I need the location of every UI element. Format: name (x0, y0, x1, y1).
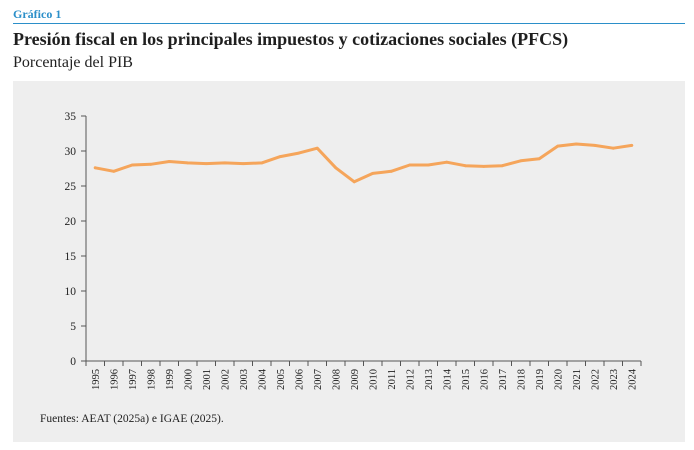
x-tick-label: 2004 (257, 368, 268, 390)
x-tick-label: 2018 (516, 369, 527, 390)
data-point (426, 163, 430, 167)
data-point (574, 142, 578, 146)
data-point (315, 146, 319, 150)
data-point (278, 155, 282, 159)
data-point (556, 144, 560, 148)
data-point (241, 162, 245, 166)
x-tick-label: 1996 (109, 369, 120, 390)
y-tick-label: 20 (65, 216, 77, 228)
x-tick-label: 2006 (294, 369, 305, 390)
title-divider (13, 23, 685, 24)
data-point (297, 151, 301, 155)
data-point (445, 160, 449, 164)
x-tick-label: 2008 (331, 369, 342, 390)
x-tick-label: 2024 (627, 368, 638, 390)
x-tick-label: 2001 (202, 369, 213, 390)
y-tick-label: 10 (65, 286, 77, 298)
x-tick-label: 2014 (442, 368, 453, 390)
x-tick-label: 2011 (387, 369, 398, 390)
x-tick-label: 1997 (128, 369, 139, 390)
data-point (593, 144, 597, 147)
data-point (186, 161, 190, 165)
data-point (223, 161, 227, 165)
data-point (519, 159, 523, 163)
x-tick-label: 2020 (553, 369, 564, 390)
y-tick-label: 35 (65, 111, 77, 123)
data-point (130, 163, 134, 167)
data-point (482, 165, 486, 168)
data-point (630, 144, 634, 147)
y-tick-label: 25 (65, 181, 77, 193)
x-tick-label: 2022 (590, 369, 601, 390)
chart-panel (13, 81, 685, 442)
series-line (93, 142, 634, 184)
data-point (408, 163, 412, 167)
source-note: Fuentes: AEAT (2025a) e IGAE (2025). (40, 413, 224, 425)
x-tick-label: 1999 (165, 369, 176, 390)
data-point (389, 169, 393, 173)
chart-title: Presión fiscal en los principales impues… (13, 29, 569, 49)
x-tick-label: 2007 (313, 369, 324, 390)
x-tick-label: 2013 (424, 369, 435, 390)
data-point (204, 162, 208, 166)
x-tick-label: 2012 (405, 369, 416, 390)
x-tick-label: 2000 (183, 369, 194, 390)
x-tick-label: 2015 (461, 369, 472, 390)
y-tick-label: 30 (65, 146, 77, 158)
x-tick-label: 2002 (220, 369, 231, 390)
x-tick-label: 2021 (572, 369, 583, 390)
x-tick-label: 2005 (276, 369, 287, 390)
data-point (149, 162, 153, 166)
chart-subtitle: Porcentaje del PIB (13, 54, 133, 71)
x-tick-label: 2016 (479, 369, 490, 390)
x-tick-label: 1998 (146, 369, 157, 390)
data-point (334, 166, 338, 170)
y-tick-label: 5 (70, 321, 76, 333)
data-point (167, 160, 171, 163)
data-point (371, 172, 375, 175)
x-tick-label: 2003 (239, 369, 250, 390)
data-point (260, 161, 264, 165)
data-point (352, 180, 356, 184)
y-tick-label: 15 (65, 251, 77, 263)
x-tick-label: 2019 (535, 369, 546, 390)
x-tick-label: 1995 (91, 369, 102, 390)
data-point (537, 157, 541, 161)
x-tick-label: 2009 (350, 369, 361, 390)
x-tick-label: 2023 (609, 369, 620, 390)
x-tick-label: 2017 (498, 369, 509, 390)
data-point (463, 164, 467, 168)
data-point (611, 146, 615, 150)
data-point (112, 169, 116, 173)
data-point (500, 164, 504, 168)
y-tick-label: 0 (70, 356, 76, 368)
data-point (93, 166, 97, 170)
figure-label: Gráfico 1 (13, 7, 62, 21)
x-tick-label: 2010 (368, 369, 379, 390)
